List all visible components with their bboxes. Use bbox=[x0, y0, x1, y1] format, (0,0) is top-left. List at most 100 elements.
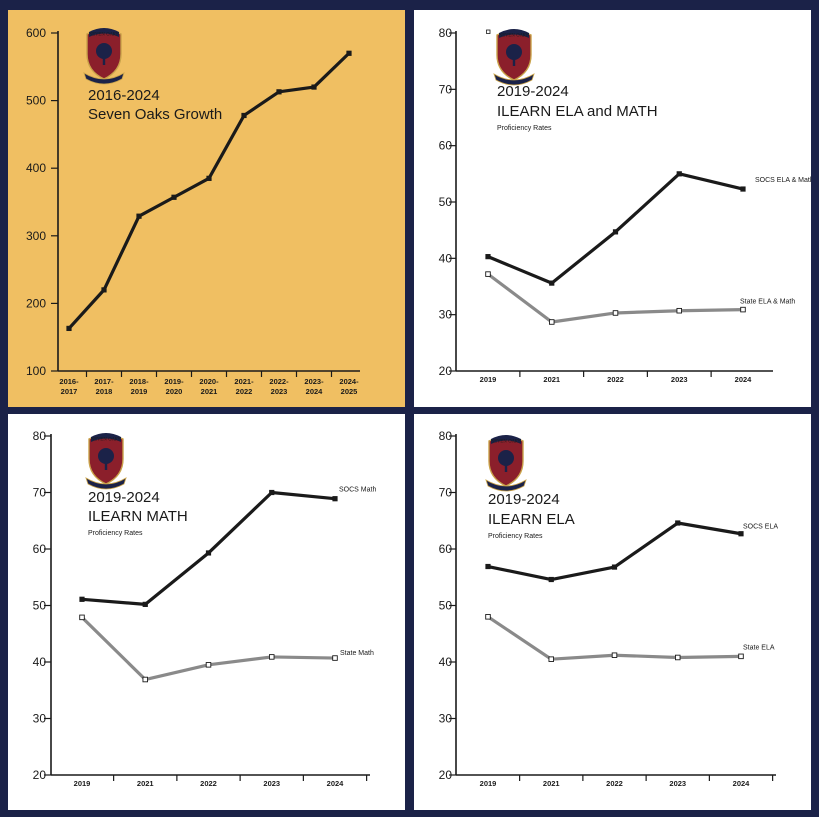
x-tick-label: 2019 bbox=[480, 375, 497, 384]
y-tick-label: 400 bbox=[26, 161, 46, 175]
data-point bbox=[740, 186, 746, 192]
crest-tree-canopy bbox=[498, 450, 514, 466]
x-tick-label-line: 2020- bbox=[199, 377, 219, 386]
series-label: State ELA & Math bbox=[740, 299, 795, 306]
data-point bbox=[485, 614, 491, 620]
chart-title: 2019-2024 bbox=[88, 489, 160, 506]
crest-name-text: SEVEN OAKS bbox=[91, 437, 121, 442]
data-point bbox=[136, 213, 142, 219]
chart-note: Proficiency Rates bbox=[88, 530, 143, 537]
data-point bbox=[205, 662, 212, 668]
data-point bbox=[611, 652, 618, 658]
x-tick-label: 2023 bbox=[669, 779, 686, 788]
y-tick-label: 80 bbox=[439, 26, 453, 40]
chart-note: Proficiency Rates bbox=[488, 533, 543, 540]
series-label: SOCS Math bbox=[339, 487, 376, 494]
data-point bbox=[548, 656, 554, 662]
x-tick-label: 2021 bbox=[137, 779, 154, 788]
y-tick-label: 30 bbox=[439, 308, 453, 322]
x-tick-label-line: 2016- bbox=[59, 377, 79, 386]
crest-tree-trunk bbox=[104, 461, 108, 470]
y-tick-label: 30 bbox=[439, 712, 453, 726]
y-tick-label: 40 bbox=[439, 655, 453, 669]
school-crest: SEVEN OAKS bbox=[83, 28, 125, 85]
data-point bbox=[269, 654, 275, 660]
x-tick-label-line: 2019 bbox=[131, 387, 148, 396]
chart-title: 2019-2024 bbox=[488, 491, 560, 508]
crest-banner bbox=[91, 433, 121, 442]
y-tick-label: 50 bbox=[439, 599, 453, 613]
y-tick-label: 40 bbox=[439, 251, 453, 265]
crest-ribbon bbox=[493, 73, 535, 86]
crest-name-text: SEVEN OAKS bbox=[499, 33, 529, 38]
x-tick-label-line: 2021 bbox=[137, 779, 154, 788]
axis-top-marker bbox=[486, 29, 491, 34]
data-point bbox=[675, 520, 681, 526]
series-label: State Math bbox=[340, 650, 374, 657]
data-point bbox=[205, 550, 212, 556]
school-crest: SEVEN OAKS bbox=[85, 433, 127, 490]
x-tick-label-line: 2022 bbox=[236, 387, 253, 396]
x-tick-label-line: 2021 bbox=[543, 375, 560, 384]
x-tick-label: 2017-2018 bbox=[94, 377, 114, 396]
series-line-0 bbox=[487, 172, 744, 285]
x-tick-label-line: 2017- bbox=[94, 377, 114, 386]
crest-ribbon bbox=[485, 479, 527, 492]
x-tick-label: 2019 bbox=[480, 779, 497, 788]
x-tick-label-line: 2024 bbox=[327, 779, 345, 788]
crest-ribbon bbox=[85, 477, 127, 490]
y-tick-label: 60 bbox=[439, 139, 453, 153]
data-point bbox=[101, 287, 107, 293]
chart-panel-ilearn-ela-math: 20 30 40 50 60 70 80 2019 2021 2022 2023 2024 SOCS E… bbox=[414, 10, 811, 407]
y-tick-label: 70 bbox=[439, 486, 453, 500]
data-point bbox=[612, 310, 619, 316]
x-tick-label-line: 2021 bbox=[201, 387, 218, 396]
data-point bbox=[332, 655, 338, 661]
x-tick-label: 2022 bbox=[200, 779, 217, 788]
x-tick-label-line: 2025 bbox=[341, 387, 358, 396]
crest-banner bbox=[499, 29, 529, 38]
y-tick-label: 50 bbox=[33, 599, 47, 613]
chart-subtitle: ILEARN MATH bbox=[88, 508, 188, 525]
y-tick-label: 20 bbox=[439, 364, 453, 378]
chart-panel-enrollment: 100 200 300 400 500 600 2016-2017 2017-2018 2018… bbox=[8, 10, 405, 407]
x-tick-label: 2023 bbox=[263, 779, 280, 788]
x-tick-label-line: 2019 bbox=[480, 779, 497, 788]
y-tick-label: 200 bbox=[26, 296, 46, 310]
x-tick-label-line: 2023 bbox=[271, 387, 288, 396]
x-tick-label: 2022-2023 bbox=[269, 377, 289, 396]
crest-banner bbox=[491, 435, 521, 444]
x-tick-label: 2024-2025 bbox=[339, 377, 359, 396]
data-point bbox=[206, 175, 212, 181]
x-tick-label-line: 2022 bbox=[200, 779, 217, 788]
y-tick-label: 50 bbox=[439, 195, 453, 209]
x-tick-label-line: 2019 bbox=[74, 779, 91, 788]
chart-title: 2019-2024 bbox=[497, 83, 569, 100]
x-tick-label: 2023-2024 bbox=[304, 377, 324, 396]
crest-tree-trunk bbox=[102, 56, 106, 65]
y-tick-label: 70 bbox=[33, 486, 47, 500]
chart-svg: 20 30 40 50 60 70 80 2019 2021 2022 2023 2024 SOCS M… bbox=[33, 429, 377, 788]
x-tick-label-line: 2019 bbox=[480, 375, 497, 384]
data-point bbox=[738, 653, 744, 660]
data-point bbox=[485, 563, 491, 570]
chart-svg: 20 30 40 50 60 70 80 2019 2021 2022 2023 2024 SOCS E… bbox=[439, 429, 779, 788]
x-tick-label: 2024 bbox=[327, 779, 345, 788]
x-tick-label-line: 2017 bbox=[61, 387, 78, 396]
chart-subtitle: ILEARN ELA bbox=[488, 511, 575, 528]
crest-name-text: SEVEN OAKS bbox=[89, 32, 119, 37]
x-tick-label: 2023 bbox=[671, 375, 688, 384]
data-point bbox=[79, 596, 85, 602]
data-point bbox=[485, 271, 491, 277]
y-tick-label: 20 bbox=[33, 768, 47, 782]
data-point bbox=[612, 229, 619, 235]
data-point bbox=[738, 531, 744, 537]
series-label: SOCS ELA bbox=[743, 524, 778, 531]
data-point bbox=[241, 112, 247, 119]
x-tick-label: 2021-2022 bbox=[234, 377, 254, 396]
y-tick-label: 60 bbox=[439, 542, 453, 556]
data-point bbox=[79, 614, 85, 621]
series-label: State ELA bbox=[743, 644, 775, 651]
chart-note: Proficiency Rates bbox=[497, 125, 552, 132]
data-point bbox=[548, 576, 554, 583]
